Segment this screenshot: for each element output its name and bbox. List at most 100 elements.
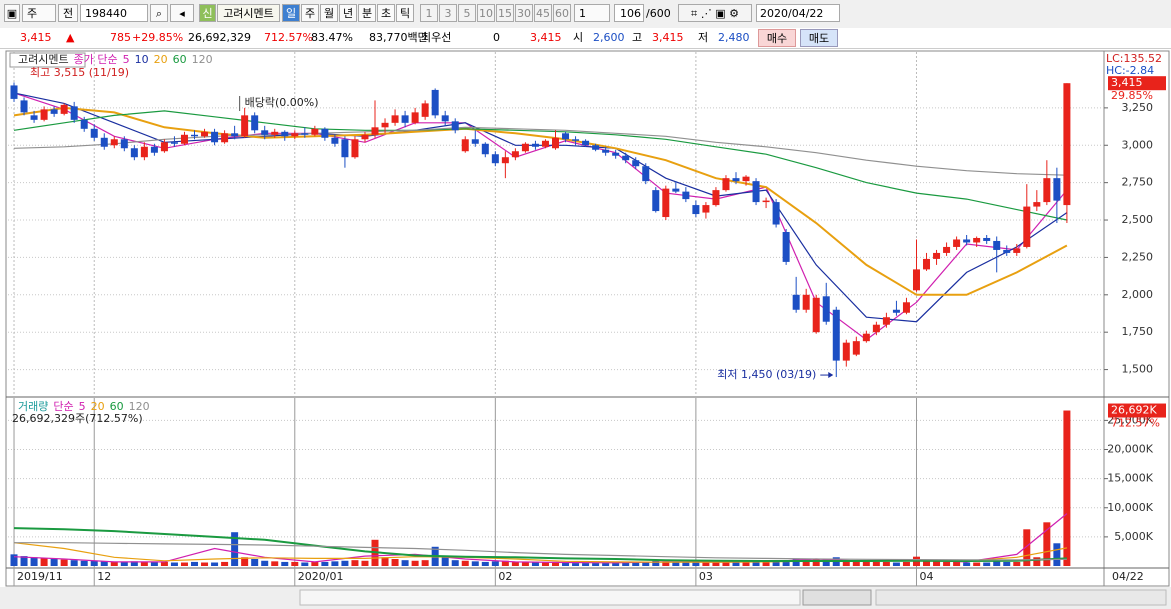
- mode-select[interactable]: 주: [22, 4, 56, 22]
- volume-bar: [712, 561, 720, 566]
- volume-bar: [361, 560, 369, 566]
- candle-body: [291, 133, 299, 137]
- candle-body: [391, 115, 399, 123]
- interval-button[interactable]: 1: [420, 4, 438, 22]
- volume-bar: [511, 561, 519, 566]
- volume-bar: [642, 561, 650, 566]
- legend-entry: 60: [173, 53, 187, 66]
- interval-button[interactable]: 60: [553, 4, 571, 22]
- candle-body: [30, 115, 38, 120]
- open-label: 시: [573, 31, 584, 44]
- candle-body: [702, 205, 710, 213]
- candle-body: [201, 131, 209, 137]
- volume-bar: [1043, 522, 1051, 566]
- period-button[interactable]: 일: [282, 4, 300, 22]
- interval-button[interactable]: 3: [439, 4, 457, 22]
- volume-bar: [1003, 561, 1011, 566]
- period-button[interactable]: 주: [301, 4, 319, 22]
- code-input[interactable]: 198440: [80, 4, 148, 22]
- volume-bar: [602, 563, 610, 566]
- candle-body: [40, 109, 48, 120]
- period-button[interactable]: 틱: [396, 4, 414, 22]
- volume-bar: [411, 560, 419, 566]
- volume-bar: [251, 559, 259, 566]
- volume-bar: [762, 561, 770, 566]
- volume-bar: [60, 559, 68, 566]
- volume-bar: [321, 561, 329, 566]
- candle-body: [351, 139, 359, 158]
- unit-select[interactable]: 1: [574, 4, 610, 22]
- scope-button[interactable]: 전: [58, 4, 78, 22]
- date-input[interactable]: 2020/04/22: [756, 4, 840, 22]
- low-arrow-head: [828, 372, 834, 379]
- date-label: 04/22: [1112, 570, 1144, 583]
- candle-body: [822, 296, 830, 322]
- candle-body: [120, 139, 128, 149]
- period-button[interactable]: 월: [320, 4, 338, 22]
- volume-bar: [100, 561, 108, 566]
- interval-button[interactable]: 30: [515, 4, 533, 22]
- volume-bar: [782, 560, 790, 566]
- volume-bar: [892, 562, 900, 566]
- legend-entry: 120: [192, 53, 213, 66]
- low-label: 저: [698, 31, 709, 44]
- sound-button[interactable]: ◂: [170, 4, 194, 22]
- candle-body: [682, 191, 690, 200]
- volume-bar: [311, 561, 319, 566]
- candle-body: [652, 190, 660, 212]
- volume-bar: [1053, 543, 1061, 566]
- candle-body: [321, 128, 329, 138]
- menu-icon[interactable]: ▣: [4, 4, 20, 22]
- candle-body: [632, 160, 640, 167]
- volume-bar: [30, 557, 38, 566]
- scroll-buttons[interactable]: [802, 589, 872, 606]
- y-tick-label: 3,250: [1122, 101, 1154, 114]
- candle-body: [231, 133, 239, 137]
- period-button[interactable]: 년: [339, 4, 357, 22]
- candle-body: [411, 112, 419, 123]
- last-tag-label: 3,415: [1111, 76, 1143, 89]
- candle-body: [251, 115, 259, 131]
- candle-body: [912, 269, 920, 291]
- period-button[interactable]: 초: [377, 4, 395, 22]
- volume-bar: [421, 560, 429, 566]
- volume-bar: [672, 561, 680, 566]
- legend-entry: 5: [123, 53, 130, 66]
- candle-body: [592, 145, 600, 150]
- volume-bar: [792, 558, 800, 566]
- tool-icons[interactable]: ⌗ ⋰ ▣ ⚙: [678, 4, 752, 22]
- indicator: HC:-2.84: [1106, 64, 1154, 77]
- zoom-tools[interactable]: [875, 589, 1167, 606]
- search-button[interactable]: ⌕: [150, 4, 168, 22]
- candle-body: [722, 178, 730, 191]
- ma-line: [13, 92, 1068, 341]
- interval-button[interactable]: 5: [458, 4, 476, 22]
- candle-body: [271, 131, 279, 135]
- candle-body: [872, 324, 880, 333]
- best-value: 0: [493, 31, 500, 44]
- volume-bar: [481, 561, 489, 566]
- candle-body: [802, 294, 810, 310]
- interval-button[interactable]: 45: [534, 4, 552, 22]
- candle-body: [341, 139, 349, 158]
- x-tick-label: 02: [498, 570, 512, 583]
- scroll-track[interactable]: [299, 589, 801, 606]
- candle-body: [150, 146, 158, 153]
- volume-bar: [90, 560, 98, 566]
- volume-bar: [80, 560, 88, 566]
- candle-body: [491, 154, 499, 164]
- volume-bar: [140, 561, 148, 566]
- buy-button[interactable]: 매수: [758, 29, 796, 47]
- interval-button[interactable]: 10: [477, 4, 495, 22]
- volume-bar: [812, 559, 820, 566]
- ma-line: [13, 92, 1068, 323]
- candle-body: [712, 190, 720, 206]
- period-button[interactable]: 분: [358, 4, 376, 22]
- volume-bar: [572, 563, 580, 566]
- sell-button[interactable]: 매도: [800, 29, 838, 47]
- volume-bar: [401, 560, 409, 566]
- volume-bar: [281, 561, 289, 566]
- volume-bar: [110, 561, 118, 566]
- interval-button[interactable]: 15: [496, 4, 514, 22]
- count-input[interactable]: 106: [614, 4, 644, 22]
